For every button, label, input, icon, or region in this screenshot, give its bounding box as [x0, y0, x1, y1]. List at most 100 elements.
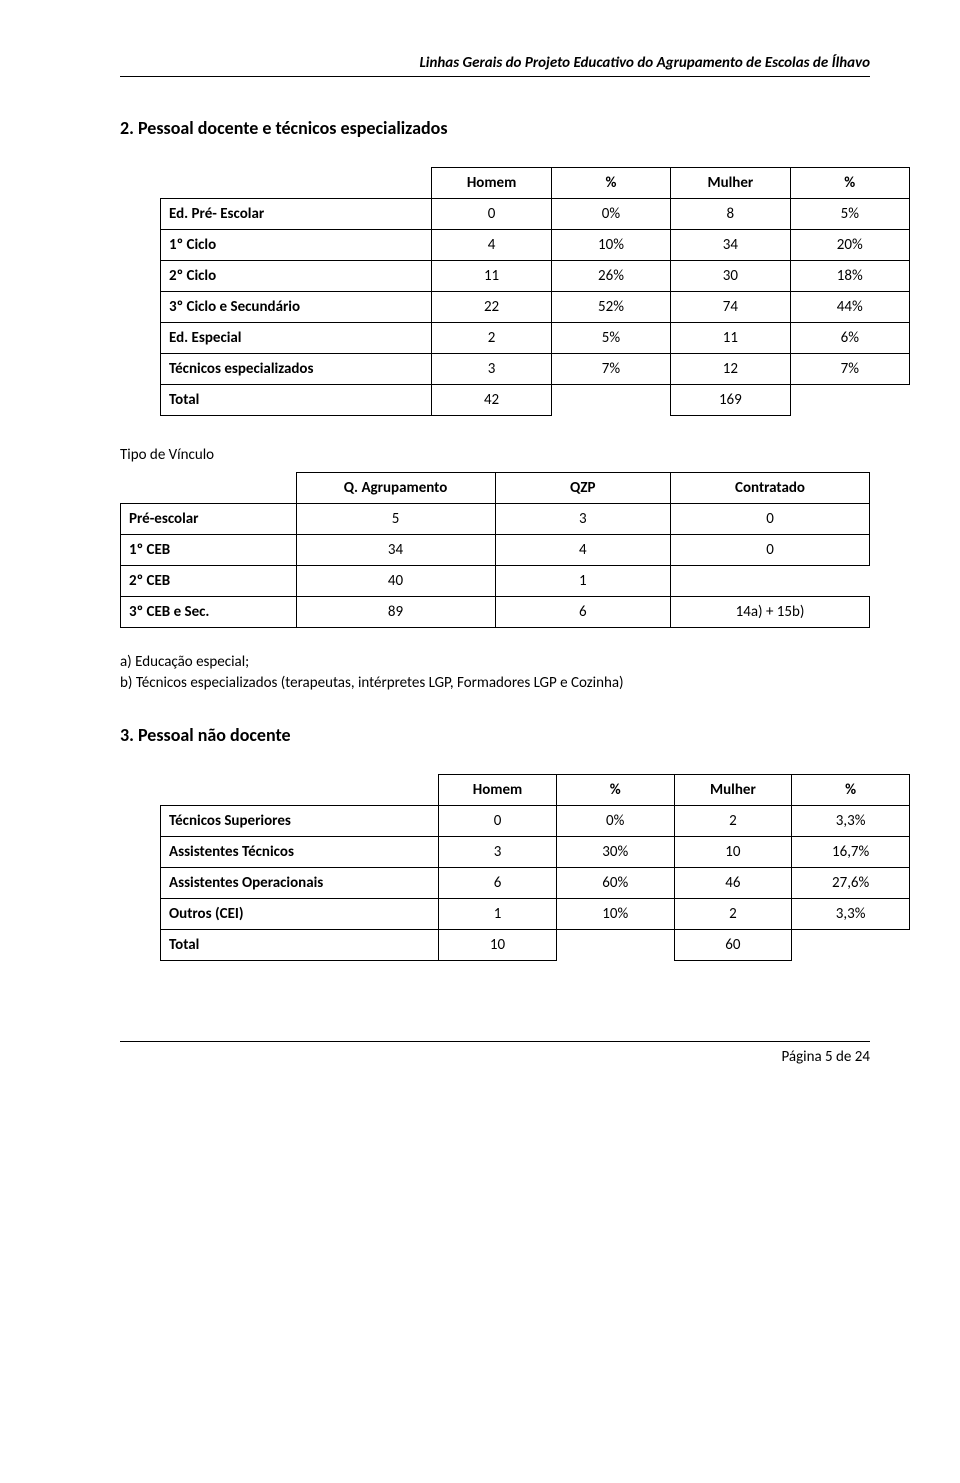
- cell: 6%: [790, 323, 909, 354]
- cell: 3,3%: [792, 899, 910, 930]
- cell: 0: [671, 504, 870, 535]
- cell: 0: [432, 199, 551, 230]
- cell: 60%: [556, 868, 674, 899]
- blank-cell: [792, 930, 910, 961]
- cell: 5%: [790, 199, 909, 230]
- cell: 11: [671, 323, 790, 354]
- cell: 169: [671, 385, 790, 416]
- cell: 10: [674, 837, 792, 868]
- vinculo-label: Tipo de Vínculo: [120, 446, 870, 464]
- table-header-row: Homem % Mulher %: [161, 775, 910, 806]
- cell: 20%: [790, 230, 909, 261]
- col-pct: %: [792, 775, 910, 806]
- cell: 16,7%: [792, 837, 910, 868]
- staff-non-teaching-table: Homem % Mulher % Técnicos Superiores 0 0…: [160, 774, 910, 961]
- col-pct: %: [551, 168, 670, 199]
- row-label: Técnicos especializados: [161, 354, 432, 385]
- cell: 60: [674, 930, 792, 961]
- row-label: 2º CEB: [121, 566, 297, 597]
- col-pct: %: [556, 775, 674, 806]
- col-homem: Homem: [432, 168, 551, 199]
- cell: 27,6%: [792, 868, 910, 899]
- row-label-total: Total: [161, 385, 432, 416]
- cell: 40: [296, 566, 495, 597]
- col-contratado: Contratado: [671, 473, 870, 504]
- blank-cell: [161, 775, 439, 806]
- cell: 0: [671, 535, 870, 566]
- row-label: 1º CEB: [121, 535, 297, 566]
- table-row: 3º Ciclo e Secundário 22 52% 74 44%: [161, 292, 910, 323]
- table-row: 2º CEB 40 1: [121, 566, 870, 597]
- row-label: Assistentes Operacionais: [161, 868, 439, 899]
- blank-cell: [161, 168, 432, 199]
- row-label: 1º Ciclo: [161, 230, 432, 261]
- cell: 7%: [790, 354, 909, 385]
- cell: 14a) + 15b): [671, 597, 870, 628]
- cell: 6: [495, 597, 671, 628]
- table-header-row: Q. Agrupamento QZP Contratado: [121, 473, 870, 504]
- cell: 89: [296, 597, 495, 628]
- table-total-row: Total 42 169: [161, 385, 910, 416]
- cell: 2: [432, 323, 551, 354]
- cell: 3: [439, 837, 557, 868]
- row-label: 2º Ciclo: [161, 261, 432, 292]
- cell: 0%: [556, 806, 674, 837]
- cell: 3: [495, 504, 671, 535]
- table-row: 3º CEB e Sec. 89 6 14a) + 15b): [121, 597, 870, 628]
- row-label: Pré-escolar: [121, 504, 297, 535]
- cell: 18%: [790, 261, 909, 292]
- cell: 4: [432, 230, 551, 261]
- cell: 0: [439, 806, 557, 837]
- vinculo-footnotes: a) Educação especial; b) Técnicos especi…: [120, 652, 870, 694]
- cell: 26%: [551, 261, 670, 292]
- row-label: 3º CEB e Sec.: [121, 597, 297, 628]
- cell: 10%: [551, 230, 670, 261]
- blank-cell: [551, 385, 670, 416]
- table-total-row: Total 10 60: [161, 930, 910, 961]
- col-mulher: Mulher: [674, 775, 792, 806]
- table-row: Outros (CEI) 1 10% 2 3,3%: [161, 899, 910, 930]
- cell: 1: [439, 899, 557, 930]
- row-label: 3º Ciclo e Secundário: [161, 292, 432, 323]
- cell: 8: [671, 199, 790, 230]
- table-row: 2º Ciclo 11 26% 30 18%: [161, 261, 910, 292]
- footnote-a: a) Educação especial;: [120, 652, 870, 673]
- cell: 4: [495, 535, 671, 566]
- cell: 5%: [551, 323, 670, 354]
- cell: 2: [674, 806, 792, 837]
- cell: 46: [674, 868, 792, 899]
- cell: 2: [674, 899, 792, 930]
- col-qzp: QZP: [495, 473, 671, 504]
- cell: 42: [432, 385, 551, 416]
- table-row: Técnicos Superiores 0 0% 2 3,3%: [161, 806, 910, 837]
- table-header-row: Homem % Mulher %: [161, 168, 910, 199]
- col-pct: %: [790, 168, 909, 199]
- col-homem: Homem: [439, 775, 557, 806]
- cell: 10%: [556, 899, 674, 930]
- row-label: Ed. Pré- Escolar: [161, 199, 432, 230]
- table-row: 1º Ciclo 4 10% 34 20%: [161, 230, 910, 261]
- row-label: Ed. Especial: [161, 323, 432, 354]
- header-divider: [120, 76, 870, 77]
- row-label: Técnicos Superiores: [161, 806, 439, 837]
- cell: 7%: [551, 354, 670, 385]
- cell: 22: [432, 292, 551, 323]
- cell: 30: [671, 261, 790, 292]
- section2-heading: 2. Pessoal docente e técnicos especializ…: [120, 117, 870, 139]
- cell: 34: [296, 535, 495, 566]
- cell: 44%: [790, 292, 909, 323]
- table-row: Assistentes Operacionais 6 60% 46 27,6%: [161, 868, 910, 899]
- table-row: 1º CEB 34 4 0: [121, 535, 870, 566]
- cell: 30%: [556, 837, 674, 868]
- cell: 3: [432, 354, 551, 385]
- vinculo-table: Q. Agrupamento QZP Contratado Pré-escola…: [120, 472, 870, 628]
- blank-cell: [790, 385, 909, 416]
- col-agrupamento: Q. Agrupamento: [296, 473, 495, 504]
- cell: 11: [432, 261, 551, 292]
- footnote-b: b) Técnicos especializados (terapeutas, …: [120, 673, 870, 694]
- cell: 52%: [551, 292, 670, 323]
- footer-divider: [120, 1041, 870, 1042]
- cell: 74: [671, 292, 790, 323]
- cell: 3,3%: [792, 806, 910, 837]
- table-row: Pré-escolar 5 3 0: [121, 504, 870, 535]
